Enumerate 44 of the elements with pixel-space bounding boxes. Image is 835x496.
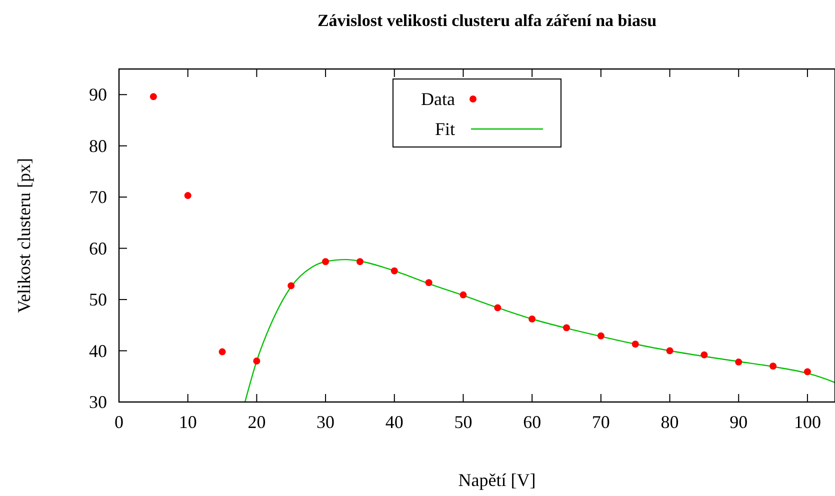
point <box>322 258 330 266</box>
point <box>700 351 708 358</box>
point <box>735 358 742 366</box>
x-tick-label: 40 <box>385 412 404 432</box>
x-tick-label: 50 <box>454 412 472 432</box>
point <box>390 267 398 274</box>
point <box>770 362 777 370</box>
x-tick-label: 0 <box>114 412 124 432</box>
point <box>597 332 604 340</box>
y-tick-label: 40 <box>89 340 107 361</box>
line-series <box>244 258 835 402</box>
x-tick-label: 30 <box>316 412 335 432</box>
x-tick-label: 20 <box>248 412 266 432</box>
point <box>528 316 536 323</box>
point <box>356 258 364 266</box>
point <box>804 368 811 376</box>
point <box>494 304 502 312</box>
x-tick-label: 10 <box>178 412 197 432</box>
x-tick-label: 60 <box>523 412 542 432</box>
y-tick-label: 80 <box>89 136 107 156</box>
legend-label: Fit <box>434 119 455 139</box>
point <box>632 340 639 348</box>
y-tick-label: 90 <box>89 84 107 105</box>
y-tick-label: 30 <box>89 392 107 412</box>
point <box>425 279 432 286</box>
point <box>563 324 570 332</box>
point <box>288 282 295 290</box>
point <box>150 93 157 100</box>
y-tick-label: 50 <box>89 290 107 310</box>
legend-label: Data <box>421 89 456 109</box>
point <box>460 291 467 298</box>
point <box>666 347 674 354</box>
x-tick-label: 100 <box>794 412 821 432</box>
x-tick-label: 90 <box>730 412 748 432</box>
y-tick-label: 70 <box>89 187 107 208</box>
point <box>184 192 192 200</box>
point <box>253 358 260 365</box>
x-tick-label: 70 <box>592 412 610 432</box>
chart-title: Závislost velikosti clusteru alfa záření na biasu <box>317 11 657 30</box>
point <box>218 348 226 356</box>
x-axis-title: Napětí [V] <box>458 470 536 490</box>
y-tick-label: 60 <box>89 238 107 258</box>
x-tick-label: 80 <box>660 412 679 432</box>
y-axis-title: Velikost clusteru [px] <box>14 158 34 313</box>
